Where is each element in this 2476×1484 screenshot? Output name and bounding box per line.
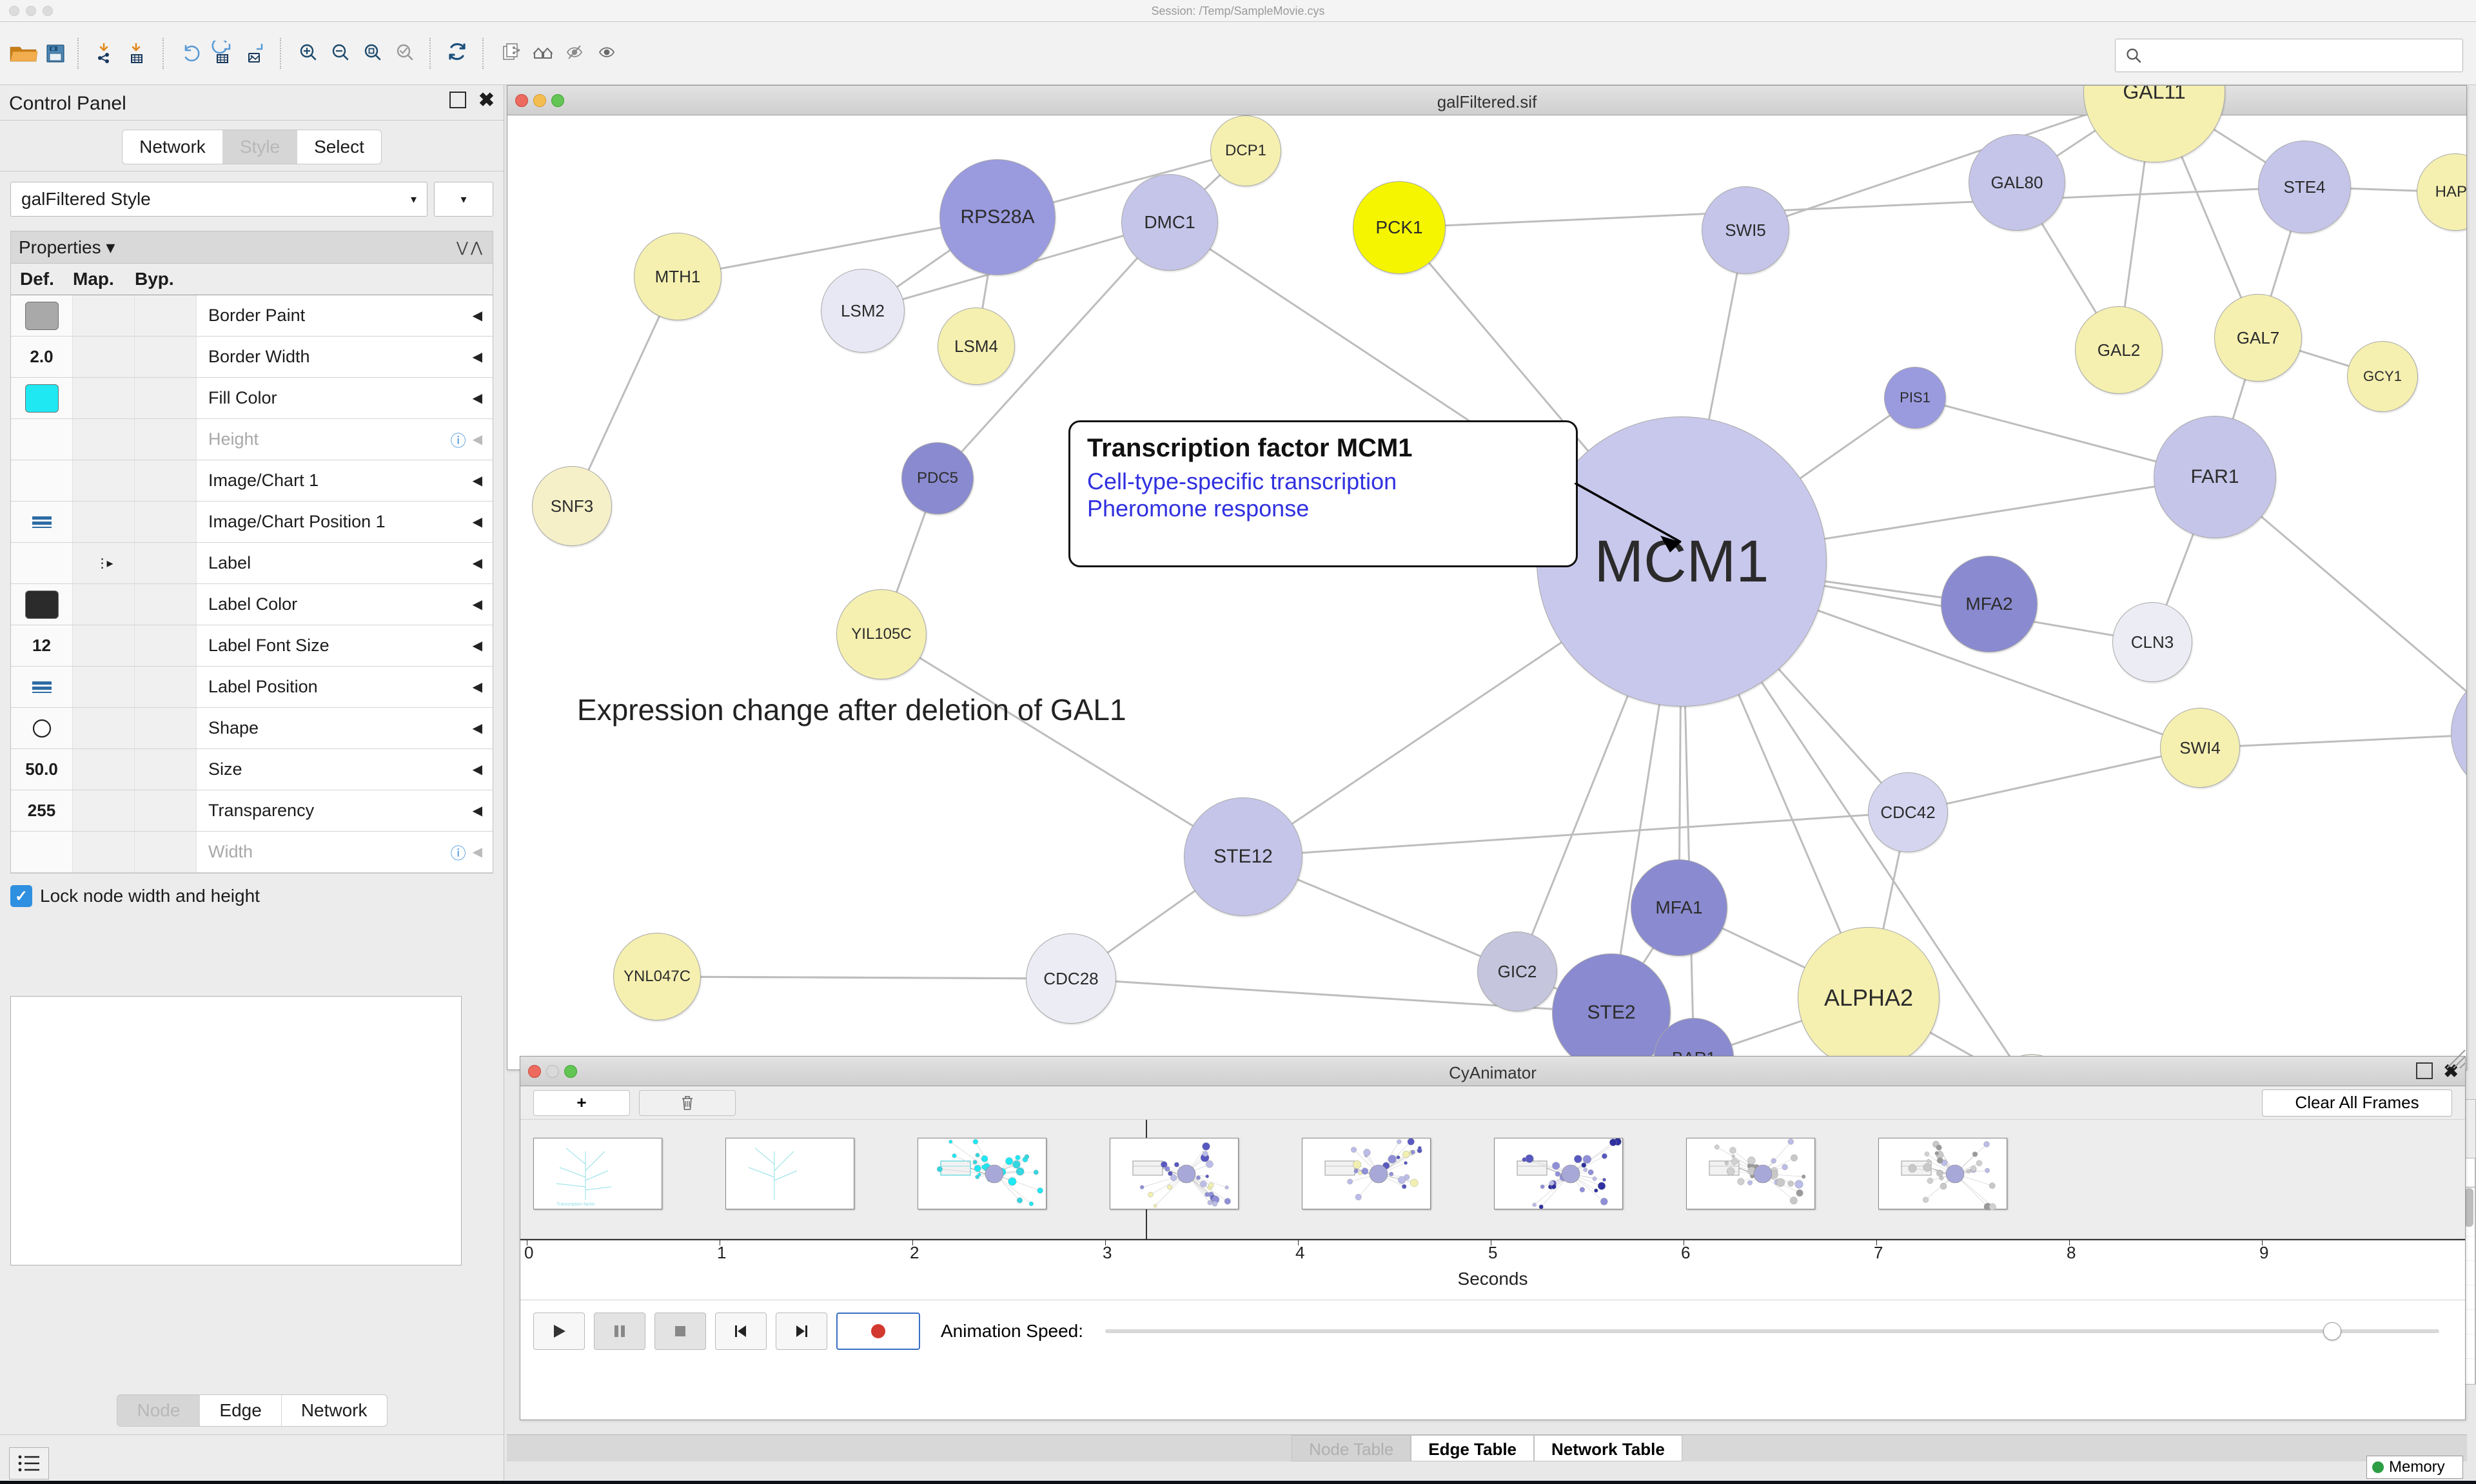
svg-text:Transcription factor: Transcription factor (556, 1202, 595, 1207)
